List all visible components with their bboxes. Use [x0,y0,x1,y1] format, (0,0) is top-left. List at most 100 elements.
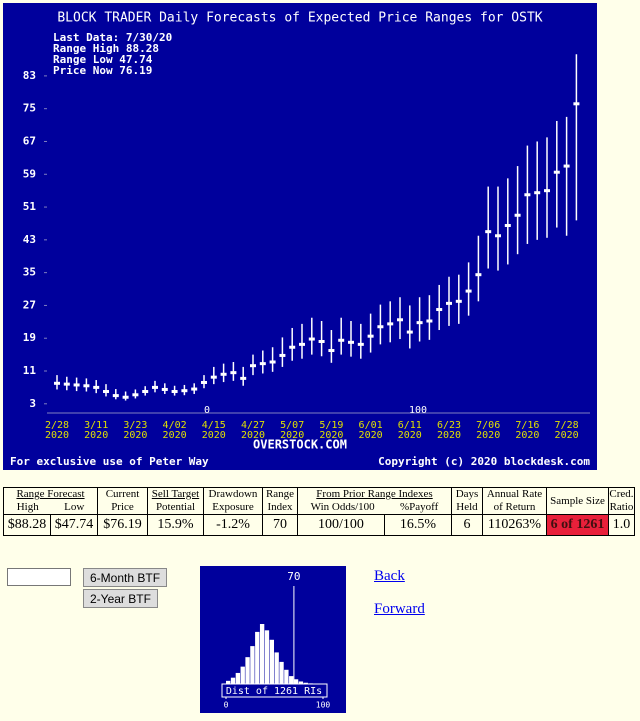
header: Range Index [262,487,298,515]
histogram-bar [284,669,289,684]
chart-title: BLOCK TRADER Daily Forecasts of Expected… [57,11,542,26]
histogram-background [200,566,346,713]
forward-link[interactable]: Forward [374,601,425,617]
price-marker [377,325,384,329]
x-tick-label: 4/27 [241,420,265,431]
price-marker [132,393,139,397]
price-marker [426,319,433,323]
info-line: Price Now 76.19 [53,64,152,77]
table-cell: 6 [451,514,483,536]
back-link[interactable]: Back [374,568,405,584]
y-tick-label: 75 [23,102,36,115]
x-year-label: 2020 [437,430,461,441]
table-cell: 1.0 [608,514,635,536]
price-marker [269,360,276,364]
price-marker [161,387,168,391]
price-marker [83,384,90,388]
table-cell: 100/100 [297,514,385,536]
price-marker [210,375,217,379]
price-marker [524,193,531,197]
price-marker [299,342,305,346]
price-marker [279,353,286,357]
range-index-mark: 0 [204,405,210,416]
header-top: Drawdown [208,488,258,500]
histogram-bar [308,683,313,684]
x-year-label: 2020 [45,430,69,441]
histogram-bar [226,680,231,684]
x-tick-label: 100 [316,701,331,710]
header: From Prior Range Indexes Win Odds/100 %Pay… [297,487,452,515]
price-marker [475,273,482,277]
table-cell: 15.9% [147,514,204,536]
price-marker [328,349,335,353]
header-top: Annual Rate [486,488,543,500]
range-index-mark: 100 [409,405,427,416]
x-tick-label: 7/28 [555,420,579,431]
x-year-label: 2020 [515,430,539,441]
table-cell: -1.2% [203,514,263,536]
price-marker [289,345,296,349]
x-year-label: 2020 [123,430,147,441]
price-marker [73,383,80,387]
header-bottom: Exposure [212,501,254,513]
six-month-button[interactable]: 6-Month BTF [83,568,168,587]
ticker-input[interactable] [7,568,71,586]
histogram-bar [279,661,284,684]
x-tick-label: 3/11 [84,420,108,431]
header-top: Sell Target [151,488,200,500]
price-marker [220,372,227,376]
header-bottom: Ratio [609,501,634,513]
x-year-label: 2020 [319,430,343,441]
header-bottom: Price [111,501,134,513]
price-marker [465,289,472,293]
header: Current Price [97,487,148,515]
table-cell: 70 [262,514,298,536]
x-tick-label: 3/23 [123,420,147,431]
price-marker [534,191,541,195]
y-tick-label: 35 [23,266,36,279]
price-marker [504,224,511,227]
header: Drawdown Exposure [203,487,263,515]
x-tick-label: 7/06 [476,420,500,431]
histogram-bar [255,631,260,684]
header-bottom: %Payoff [400,501,439,513]
x-tick-label: 4/15 [202,420,226,431]
header-top: Days [455,488,479,500]
price-marker [406,330,413,334]
x-year-label: 2020 [359,430,383,441]
price-marker [367,334,374,338]
header-top: Current [105,488,140,500]
header-row: Range Forecast High Low Current Price Sell … [3,487,635,515]
histogram-bar [245,657,250,684]
price-marker [54,381,60,385]
price-marker [416,321,423,325]
price-marker [318,339,325,343]
header-top: Range Forecast [16,488,85,500]
x-year-label: 2020 [476,430,500,441]
histogram-bar [264,630,270,684]
price-marker [573,102,580,106]
price-marker [436,308,443,312]
header-bottom: Low [64,501,85,513]
x-year-label: 2020 [202,430,226,441]
price-marker [63,382,70,386]
y-tick-label: 27 [23,298,36,311]
header: Range Forecast High Low [3,487,98,515]
header-bottom: High [16,501,39,513]
x-year-label: 2020 [241,430,265,441]
price-marker [142,390,149,394]
price-marker [191,387,198,391]
footer-right: Copyright (c) 2020 blockdesk.com [378,455,590,468]
histogram-bar [274,652,279,684]
x-tick-label: 6/11 [398,420,422,431]
header: Sell Target Potential [147,487,204,515]
info-line: Range High 88.28 [53,42,159,55]
x-tick-label: 0 [224,701,229,710]
info-line: Range Low 47.74 [53,53,153,66]
histogram-bar [240,666,245,684]
histogram-chart: 70 Dist of 1261 RIs 0 100 [200,566,346,713]
price-marker [308,337,315,341]
two-year-button[interactable]: 2-Year BTF [83,589,158,608]
header-bottom: Index [267,501,293,513]
price-marker [514,213,521,217]
